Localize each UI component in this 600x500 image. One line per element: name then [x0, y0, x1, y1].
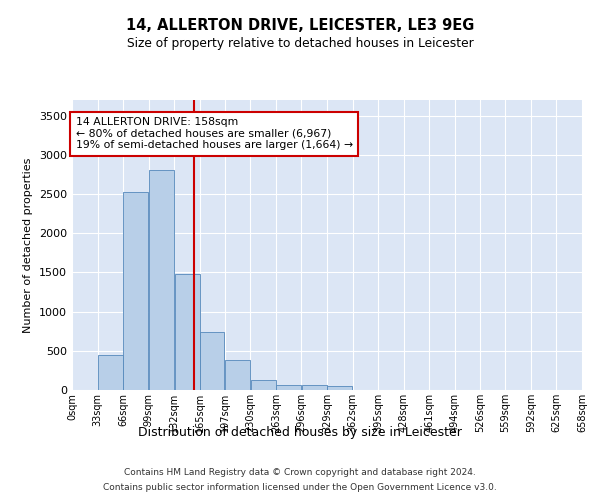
Bar — [327, 386, 352, 390]
Bar — [225, 360, 250, 390]
Text: 14 ALLERTON DRIVE: 158sqm
← 80% of detached houses are smaller (6,967)
19% of se: 14 ALLERTON DRIVE: 158sqm ← 80% of detac… — [76, 117, 353, 150]
Bar — [200, 332, 224, 390]
Bar — [124, 192, 148, 390]
Bar — [98, 354, 123, 390]
Bar — [251, 380, 275, 390]
Text: Distribution of detached houses by size in Leicester: Distribution of detached houses by size … — [138, 426, 462, 439]
Bar — [149, 170, 174, 390]
Bar — [175, 274, 200, 390]
Bar — [302, 386, 327, 390]
Text: Contains public sector information licensed under the Open Government Licence v3: Contains public sector information licen… — [103, 483, 497, 492]
Bar — [276, 384, 301, 390]
Text: 14, ALLERTON DRIVE, LEICESTER, LE3 9EG: 14, ALLERTON DRIVE, LEICESTER, LE3 9EG — [126, 18, 474, 32]
Text: Contains HM Land Registry data © Crown copyright and database right 2024.: Contains HM Land Registry data © Crown c… — [124, 468, 476, 477]
Y-axis label: Number of detached properties: Number of detached properties — [23, 158, 34, 332]
Text: Size of property relative to detached houses in Leicester: Size of property relative to detached ho… — [127, 38, 473, 51]
